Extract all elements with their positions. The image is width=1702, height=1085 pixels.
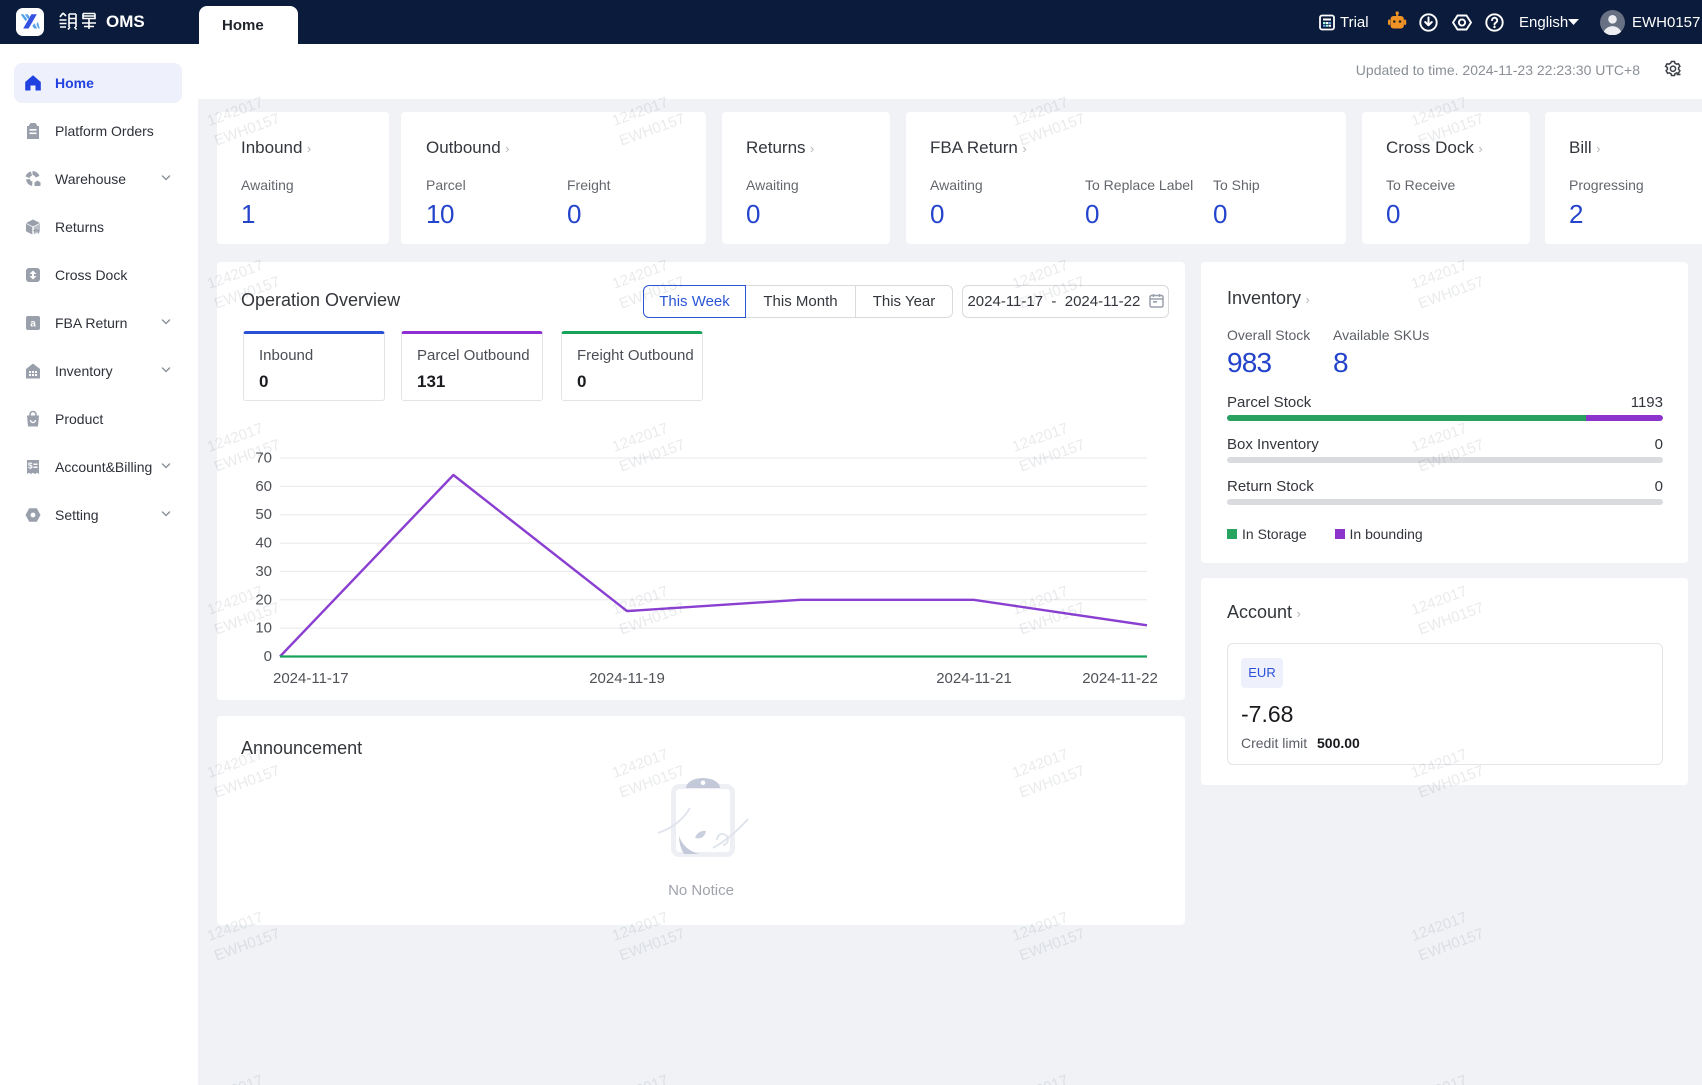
svg-text:70: 70 bbox=[255, 450, 272, 467]
svg-text:2024-11-22: 2024-11-22 bbox=[1082, 670, 1158, 687]
svg-text:20: 20 bbox=[255, 591, 272, 608]
svg-text:30: 30 bbox=[255, 563, 272, 580]
svg-text:40: 40 bbox=[255, 535, 272, 552]
svg-text:10: 10 bbox=[255, 620, 272, 637]
svg-text:2024-11-21: 2024-11-21 bbox=[936, 670, 1012, 687]
svg-text:2024-11-17: 2024-11-17 bbox=[273, 670, 349, 687]
svg-text:0: 0 bbox=[264, 648, 272, 665]
svg-text:50: 50 bbox=[255, 506, 272, 523]
svg-text:a: a bbox=[30, 319, 36, 330]
svg-text:60: 60 bbox=[255, 478, 272, 495]
svg-text:2024-11-19: 2024-11-19 bbox=[589, 670, 665, 687]
svg-text:$: $ bbox=[28, 461, 33, 471]
